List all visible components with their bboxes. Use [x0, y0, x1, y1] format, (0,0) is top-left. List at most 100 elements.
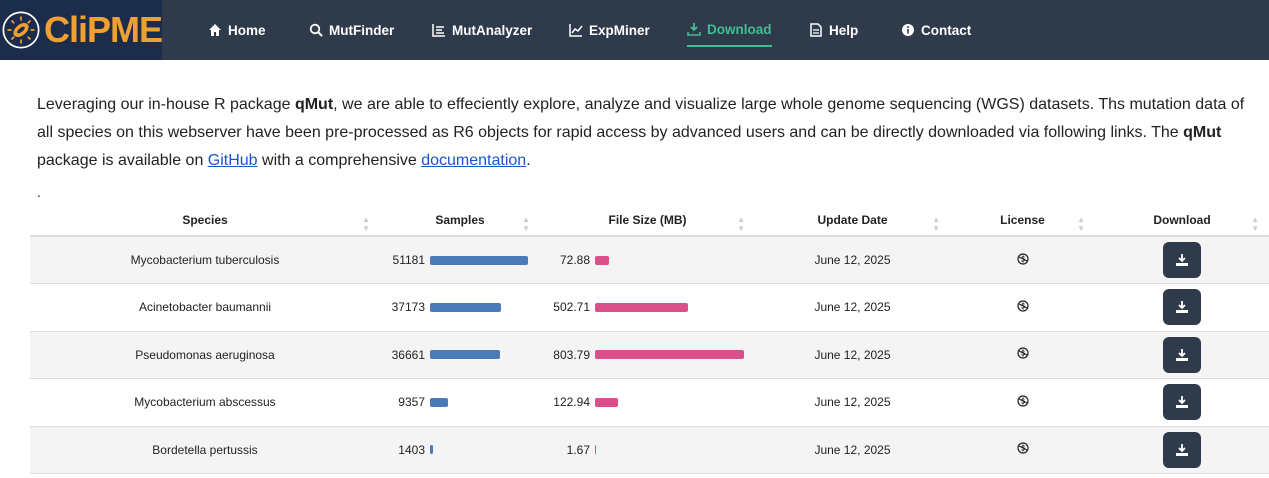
- samples-value: 36661: [391, 347, 425, 362]
- list-icon: [432, 24, 445, 37]
- column-header-label: Samples: [435, 213, 485, 227]
- nav-contact[interactable]: Contact: [901, 0, 971, 60]
- nav-home[interactable]: Home: [208, 0, 266, 60]
- nav-mutanalyzer[interactable]: MutAnalyzer: [432, 0, 532, 60]
- update-date-cell: June 12, 2025: [755, 283, 950, 332]
- file-size-cell: 803.79: [540, 331, 755, 379]
- column-header-label: License: [1000, 213, 1045, 227]
- file-size-value: 122.94: [553, 395, 590, 410]
- search-icon: [309, 23, 323, 37]
- file-size-bar: [595, 397, 618, 407]
- download-button[interactable]: [1163, 384, 1201, 421]
- sort-icon[interactable]: ▲ ▼: [932, 215, 940, 233]
- samples-bar: [430, 255, 528, 265]
- license-cell: [950, 426, 1095, 474]
- column-header[interactable]: Samples ▲ ▼: [380, 205, 540, 237]
- intro-part: package is available on: [37, 152, 208, 169]
- column-header[interactable]: Download ▲ ▼: [1095, 205, 1269, 237]
- nav-download[interactable]: Download: [687, 13, 772, 47]
- license-cell: [950, 236, 1095, 284]
- non-commercial-license-icon[interactable]: [1016, 442, 1029, 454]
- download-button[interactable]: [1163, 336, 1201, 373]
- top-navbar: CliPME Home MutFinder MutAnalyzer ExpMiner D…: [0, 0, 1269, 60]
- nav-label: Help: [829, 22, 859, 38]
- non-commercial-license-icon[interactable]: [1016, 300, 1029, 312]
- column-header-label: File Size (MB): [608, 213, 687, 227]
- samples-cell: 36661: [380, 331, 540, 379]
- file-size-cell: 122.94: [540, 378, 755, 427]
- download-icon: [1176, 443, 1188, 456]
- table-row: Bordetella pertussis 1403 1.67 June 12, …: [30, 426, 1269, 474]
- column-header[interactable]: Update Date ▲ ▼: [755, 205, 950, 237]
- table-row: Mycobacterium abscessus 9357 122.94 June…: [30, 378, 1269, 427]
- bacteria-logo-icon: [2, 11, 40, 49]
- update-date-cell: June 12, 2025: [755, 236, 950, 284]
- download-icon: [1176, 348, 1188, 361]
- nav-help[interactable]: Help: [809, 0, 858, 60]
- intro-part: with a comprehensive: [257, 152, 422, 169]
- download-icon: [1176, 396, 1188, 409]
- species-cell: Mycobacterium abscessus: [30, 378, 380, 427]
- samples-bar: [430, 302, 502, 312]
- download-cell: [1095, 331, 1269, 379]
- download-icon: [687, 23, 701, 36]
- download-table: Species ▲ ▼ Samples ▲ ▼ File Size (MB) ▲ ▼ Update…: [30, 205, 1269, 474]
- nav-label: Home: [228, 22, 266, 38]
- documentation-link[interactable]: documentation: [421, 152, 527, 169]
- sort-icon[interactable]: ▲ ▼: [737, 215, 745, 233]
- column-header[interactable]: License ▲ ▼: [950, 205, 1095, 237]
- file-icon: [810, 23, 822, 37]
- samples-bar: [430, 397, 448, 407]
- non-commercial-license-icon[interactable]: [1016, 252, 1029, 265]
- download-cell: [1095, 236, 1269, 284]
- dot-text: .: [37, 184, 41, 200]
- species-cell: Pseudomonas aeruginosa: [30, 331, 380, 379]
- samples-cell: 37173: [380, 283, 540, 332]
- nav-label: MutFinder: [329, 22, 395, 38]
- samples-value: 37173: [391, 300, 425, 315]
- intro-part: , we are able to effeciently explore, an…: [37, 96, 1245, 141]
- file-size-cell: 72.88: [540, 236, 755, 284]
- download-icon: [1176, 301, 1188, 314]
- nav-label: MutAnalyzer: [452, 22, 533, 38]
- species-cell: Acinetobacter baumannii: [30, 283, 380, 332]
- info-icon: [902, 24, 914, 36]
- column-header-label: Download: [1153, 213, 1211, 227]
- github-link[interactable]: GitHub: [207, 152, 258, 169]
- download-button[interactable]: [1163, 289, 1201, 326]
- species-cell: Mycobacterium tuberculosis: [30, 236, 380, 284]
- non-commercial-license-icon[interactable]: [1016, 347, 1029, 359]
- nav-mutfinder[interactable]: MutFinder: [309, 0, 394, 60]
- download-button[interactable]: [1163, 431, 1201, 468]
- update-date-cell: June 12, 2025: [755, 378, 950, 427]
- chart-line-icon: [569, 24, 583, 37]
- file-size-value: 803.79: [553, 347, 590, 362]
- intro-text: Leveraging our in-house R package qMut, …: [37, 91, 1247, 175]
- license-cell: [950, 331, 1095, 379]
- column-header[interactable]: File Size (MB) ▲ ▼: [540, 205, 755, 237]
- table-row: Acinetobacter baumannii 37173 502.71 Jun…: [30, 283, 1269, 332]
- sort-icon[interactable]: ▲ ▼: [1077, 215, 1085, 233]
- samples-bar: [430, 350, 501, 360]
- table-row: Mycobacterium tuberculosis 51181 72.88 J…: [30, 236, 1269, 284]
- nav-expminer[interactable]: ExpMiner: [569, 0, 650, 60]
- sort-icon[interactable]: ▲ ▼: [1251, 215, 1259, 233]
- sort-icon[interactable]: ▲ ▼: [362, 215, 370, 233]
- file-size-value: 1.67: [566, 442, 590, 457]
- license-cell: [950, 283, 1095, 332]
- samples-value: 51181: [392, 253, 425, 267]
- species-cell: Bordetella pertussis: [30, 426, 380, 474]
- table-row: Pseudomonas aeruginosa 36661 803.79 June…: [30, 331, 1269, 379]
- update-date-cell: June 12, 2025: [755, 426, 950, 474]
- brand-logo[interactable]: CliPME: [0, 0, 163, 60]
- non-commercial-license-icon[interactable]: [1016, 395, 1029, 407]
- nav-label: Download: [707, 21, 772, 37]
- download-button[interactable]: [1163, 242, 1201, 278]
- nav-label: Contact: [921, 22, 972, 38]
- intro-part: .: [526, 152, 531, 169]
- column-header[interactable]: Species ▲ ▼: [30, 205, 380, 237]
- download-icon: [1176, 254, 1188, 266]
- file-size-bar: [595, 445, 596, 455]
- sort-icon[interactable]: ▲ ▼: [522, 215, 530, 233]
- samples-cell: 1403: [380, 426, 540, 474]
